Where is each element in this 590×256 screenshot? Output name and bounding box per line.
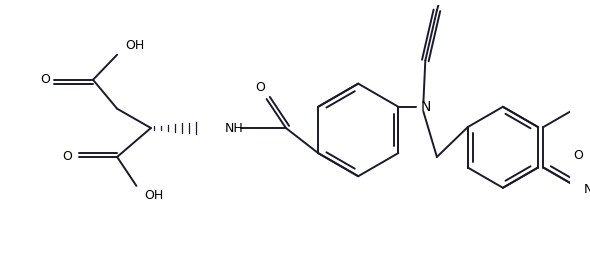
Text: O: O	[255, 81, 265, 94]
Text: O: O	[62, 151, 72, 163]
Text: N: N	[421, 100, 431, 114]
Text: OH: OH	[125, 39, 144, 51]
Text: O: O	[573, 148, 584, 162]
Text: NH: NH	[225, 122, 244, 134]
Text: OH: OH	[144, 189, 163, 202]
Text: N: N	[584, 183, 590, 196]
Text: O: O	[40, 73, 50, 86]
